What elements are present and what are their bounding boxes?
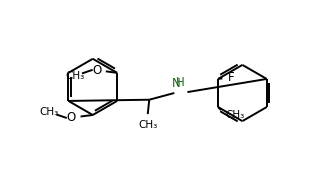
Text: H: H — [175, 76, 184, 89]
Text: CH₃: CH₃ — [226, 110, 245, 120]
Text: N: N — [171, 77, 180, 90]
Text: CH₃: CH₃ — [66, 71, 85, 81]
Text: O: O — [92, 64, 101, 77]
Text: F: F — [228, 71, 234, 84]
Text: O: O — [66, 111, 75, 124]
Text: CH₃: CH₃ — [138, 120, 157, 130]
Text: CH₃: CH₃ — [40, 107, 59, 117]
